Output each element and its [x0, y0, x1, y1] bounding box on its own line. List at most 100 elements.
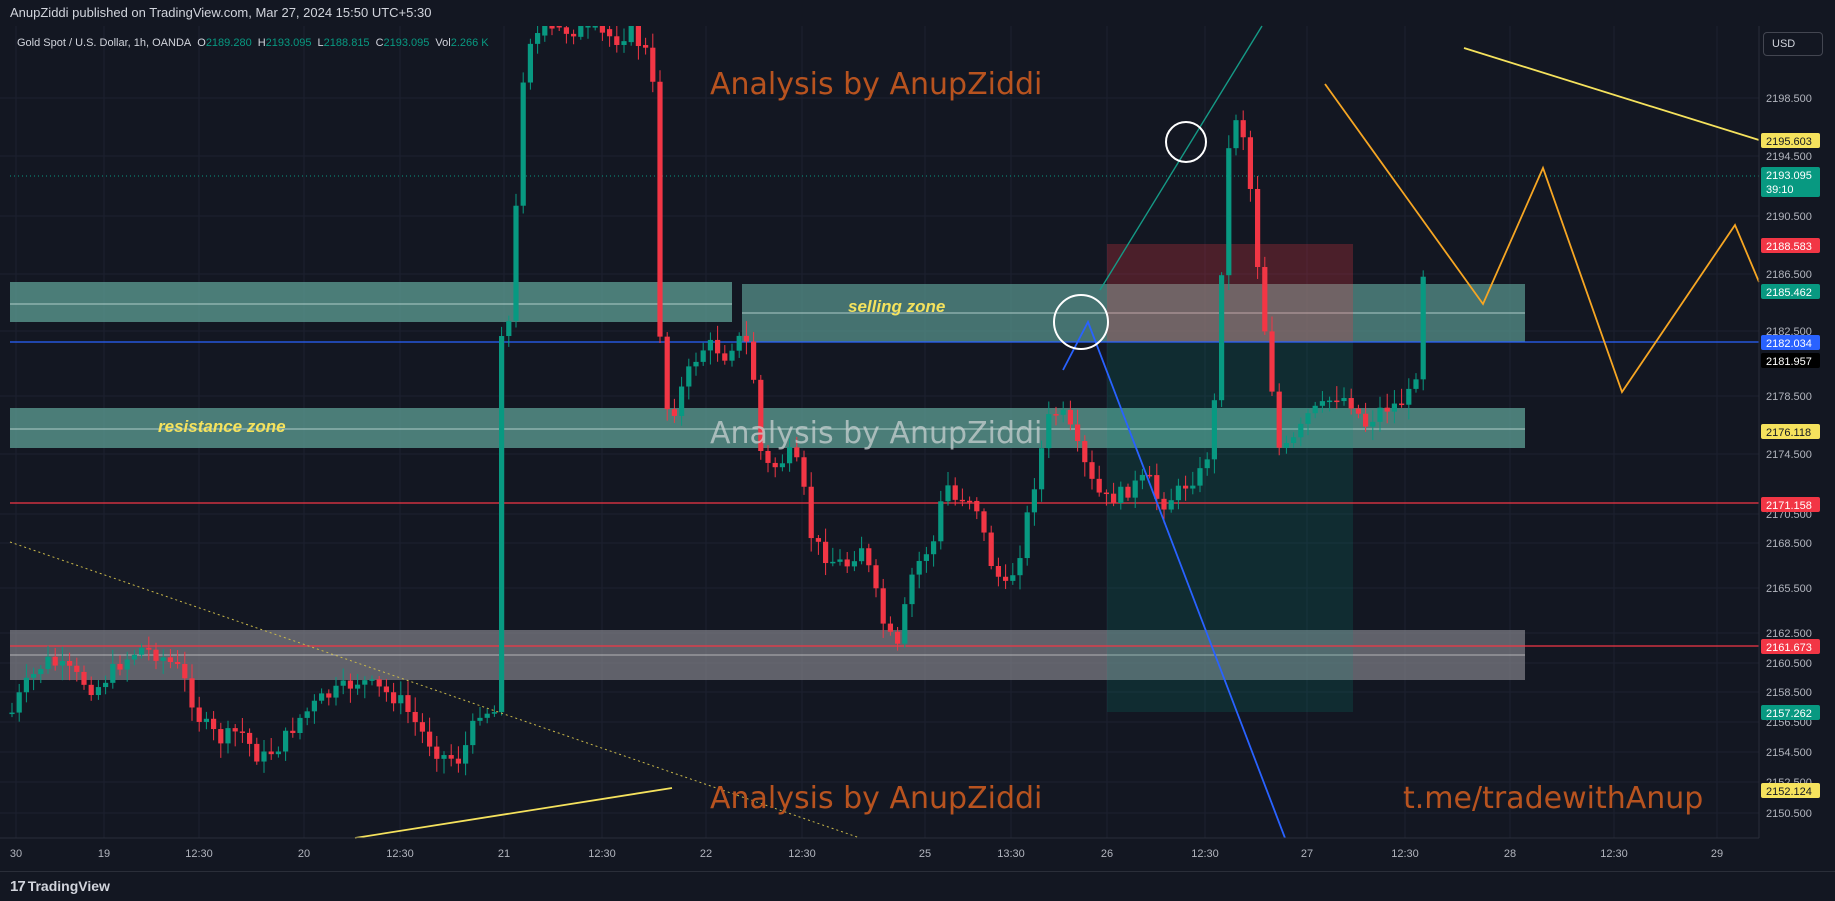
watermark-top: Analysis by AnupZiddi [710, 67, 1042, 102]
candle-body [1276, 391, 1282, 448]
price-label: 2182.034 [1766, 338, 1812, 350]
candle-body [1291, 437, 1297, 443]
take-profit-box [1107, 342, 1353, 712]
candle-body [218, 729, 224, 744]
candle-body [369, 679, 375, 681]
time-axis[interactable]: 30 19 12:30 20 12:30 21 12:30 22 12:30 25 13:30 26 1… [10, 848, 1723, 860]
price-label: 2185.462 [1766, 287, 1812, 299]
candle-body [621, 41, 627, 45]
candle-body [52, 656, 58, 666]
legend-h-label: H [258, 37, 266, 49]
candle-body [751, 341, 757, 380]
candle-body [419, 722, 425, 732]
price-label-bg [1761, 335, 1820, 350]
candle-body [1139, 474, 1145, 481]
candle-body [81, 671, 87, 685]
chart-grid [0, 26, 1759, 838]
price-tick-label: 2160.500 [1766, 658, 1812, 670]
candle-body [477, 717, 483, 721]
price-label: 2188.583 [1766, 241, 1812, 253]
price-label-bg [1761, 238, 1820, 253]
candle-body [1103, 492, 1109, 495]
candle-body [211, 718, 217, 730]
selling-zone-label: selling zone [848, 297, 945, 316]
price-label: 2152.124 [1766, 786, 1812, 798]
candle-body [1046, 414, 1052, 449]
currency-selector[interactable]: USD [1763, 32, 1823, 56]
time-tick-label: 12:30 [185, 848, 213, 860]
candle-body [1183, 485, 1189, 489]
time-tick-label: 27 [1301, 848, 1313, 860]
candle-body [1175, 485, 1181, 501]
candle-body [664, 336, 670, 410]
candle-body [945, 485, 951, 502]
price-label: 2157.262 [1766, 708, 1812, 720]
horizontal-lines [10, 175, 1759, 647]
price-label: 2176.118 [1766, 427, 1811, 439]
candle-body [859, 548, 865, 562]
price-tick-label: 2190.500 [1766, 211, 1812, 223]
candle-body [923, 554, 929, 561]
candle-body [1413, 379, 1419, 389]
candle-body [1003, 576, 1009, 581]
candle-body [427, 731, 433, 747]
candle-body [1384, 407, 1390, 412]
legend-vol-label: Vol [435, 37, 450, 49]
tradingview-logo[interactable]: 17 TradingView [10, 878, 110, 895]
candle-body [988, 532, 994, 566]
candle-body [542, 26, 548, 36]
price-label: 2195.603 [1766, 136, 1812, 148]
candle-body [808, 486, 814, 539]
candle-body [326, 693, 332, 698]
candle-body [499, 336, 505, 713]
candle-body [571, 33, 577, 37]
candle-body [931, 541, 937, 555]
price-label: 2193.095 [1766, 170, 1812, 182]
candle-body [1089, 462, 1095, 479]
price-label: 2171.158 [1766, 500, 1812, 512]
price-chart[interactable]: Analysis by AnupZiddi Analysis by AnupZi… [0, 0, 1835, 871]
candles [9, 26, 1426, 776]
candle-body [491, 712, 497, 714]
candle-body [1075, 424, 1081, 442]
candle-body [643, 45, 649, 48]
candle-body [758, 379, 764, 452]
candle-body [1406, 388, 1412, 405]
legend-c-label: C [376, 37, 384, 49]
candle-body [232, 728, 238, 732]
time-tick-label: 12:30 [386, 848, 414, 860]
candle-body [340, 680, 346, 686]
candle-body [110, 663, 116, 683]
candle-body [959, 499, 965, 502]
candle-body [671, 409, 677, 416]
price-tick-label: 2150.500 [1766, 808, 1812, 820]
candle-body [1348, 398, 1354, 409]
price-tick-label: 2186.500 [1766, 269, 1812, 281]
candle-body [196, 707, 202, 722]
candle-body [995, 565, 1001, 577]
candle-body [153, 649, 159, 661]
chart-background [0, 26, 1835, 871]
candle-body [117, 663, 123, 670]
candle-body [823, 541, 829, 564]
candle-body [916, 560, 922, 575]
candle-body [592, 26, 598, 28]
candle-body [1377, 407, 1383, 422]
candle-body [463, 745, 469, 764]
candle-body [1017, 558, 1023, 576]
price-tick-label: 2194.500 [1766, 151, 1812, 163]
candle-body [909, 574, 915, 605]
watermark-link: t.me/tradewithAnup [1403, 781, 1703, 816]
candle-body [736, 335, 742, 351]
candle-body [74, 665, 80, 672]
candle-body [283, 730, 289, 752]
candle-body [578, 26, 584, 37]
time-tick-label: 25 [919, 848, 931, 860]
candle-body [1298, 423, 1304, 438]
time-tick-label: 29 [1711, 848, 1723, 860]
candle-body [1211, 400, 1217, 460]
time-tick-label: 22 [700, 848, 712, 860]
time-tick-label: 20 [298, 848, 310, 860]
candle-body [355, 684, 361, 689]
candle-body [1269, 331, 1275, 392]
